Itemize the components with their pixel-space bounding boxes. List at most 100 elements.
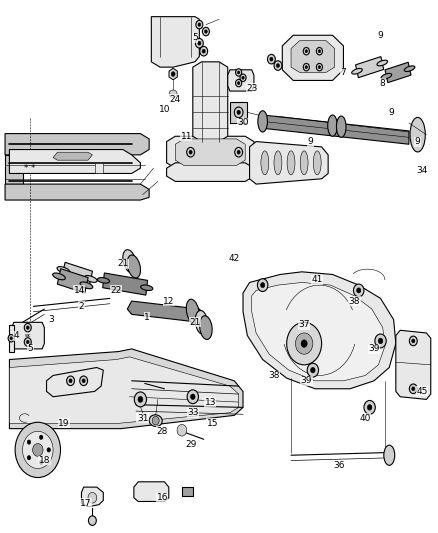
Ellipse shape: [141, 285, 153, 290]
Circle shape: [47, 448, 50, 452]
Circle shape: [353, 284, 364, 297]
Circle shape: [303, 63, 309, 71]
Ellipse shape: [352, 68, 362, 74]
Ellipse shape: [381, 74, 392, 79]
Ellipse shape: [80, 282, 93, 289]
Circle shape: [8, 335, 14, 342]
Circle shape: [15, 422, 60, 478]
Ellipse shape: [261, 151, 269, 175]
Circle shape: [258, 279, 268, 292]
Polygon shape: [53, 152, 92, 160]
Ellipse shape: [300, 151, 308, 175]
Circle shape: [202, 49, 205, 53]
Text: 5: 5: [192, 34, 198, 43]
Circle shape: [26, 340, 29, 344]
Ellipse shape: [384, 445, 395, 465]
Text: 38: 38: [349, 296, 360, 305]
Circle shape: [270, 57, 273, 61]
Text: 8: 8: [380, 78, 385, 87]
Text: 24: 24: [170, 94, 181, 103]
Polygon shape: [385, 62, 411, 83]
Circle shape: [316, 47, 322, 55]
Text: 18: 18: [39, 456, 50, 465]
Polygon shape: [250, 142, 328, 184]
Circle shape: [32, 443, 43, 456]
Ellipse shape: [186, 299, 199, 324]
Text: 37: 37: [298, 320, 310, 329]
Circle shape: [276, 63, 279, 68]
Text: 19: 19: [58, 419, 70, 428]
Circle shape: [410, 384, 417, 393]
Polygon shape: [356, 56, 384, 78]
Text: 14: 14: [74, 286, 85, 295]
Text: 16: 16: [156, 493, 168, 502]
Circle shape: [177, 424, 187, 436]
Polygon shape: [102, 273, 148, 295]
Circle shape: [198, 23, 201, 26]
Circle shape: [237, 150, 240, 154]
Circle shape: [39, 435, 43, 439]
Circle shape: [268, 54, 276, 64]
Polygon shape: [166, 136, 254, 168]
Text: 22: 22: [111, 286, 122, 295]
Circle shape: [237, 110, 240, 115]
Circle shape: [138, 397, 143, 402]
Circle shape: [307, 364, 318, 377]
Text: 28: 28: [156, 427, 168, 436]
Polygon shape: [81, 487, 103, 507]
Polygon shape: [166, 163, 254, 181]
Polygon shape: [228, 70, 254, 91]
Ellipse shape: [149, 415, 162, 426]
Text: 9: 9: [389, 108, 394, 117]
Ellipse shape: [97, 278, 110, 283]
Ellipse shape: [274, 151, 282, 175]
Text: 3: 3: [48, 315, 54, 324]
Circle shape: [236, 79, 242, 87]
Polygon shape: [5, 184, 149, 200]
Polygon shape: [291, 41, 335, 72]
Circle shape: [22, 431, 53, 469]
Ellipse shape: [57, 266, 70, 273]
Text: 9: 9: [378, 31, 383, 40]
Polygon shape: [57, 269, 88, 293]
Circle shape: [236, 69, 242, 76]
Circle shape: [357, 288, 361, 293]
Polygon shape: [46, 368, 103, 397]
Polygon shape: [252, 282, 385, 381]
Text: 30: 30: [237, 118, 249, 127]
Ellipse shape: [195, 310, 208, 334]
Text: 34: 34: [417, 166, 428, 175]
Circle shape: [364, 400, 375, 414]
Text: 21: 21: [117, 260, 129, 268]
Ellipse shape: [169, 90, 177, 98]
Text: 13: 13: [205, 398, 216, 407]
Text: 23: 23: [246, 84, 258, 93]
Circle shape: [205, 30, 207, 33]
Text: 39: 39: [368, 344, 380, 353]
Text: 10: 10: [159, 105, 170, 114]
Circle shape: [134, 392, 147, 407]
Circle shape: [237, 82, 240, 85]
Ellipse shape: [85, 276, 97, 282]
Circle shape: [69, 379, 72, 383]
Circle shape: [367, 405, 372, 410]
Text: 11: 11: [180, 132, 192, 141]
Polygon shape: [182, 487, 193, 496]
Polygon shape: [263, 115, 409, 144]
Circle shape: [235, 148, 243, 157]
Polygon shape: [193, 62, 228, 142]
Ellipse shape: [53, 273, 65, 280]
Circle shape: [318, 50, 321, 53]
Ellipse shape: [336, 116, 346, 138]
Circle shape: [171, 72, 175, 76]
Circle shape: [305, 66, 307, 69]
Circle shape: [412, 387, 415, 391]
Circle shape: [410, 336, 417, 346]
Text: 2: 2: [79, 302, 84, 311]
Text: 42: 42: [229, 254, 240, 263]
Polygon shape: [10, 150, 141, 173]
Polygon shape: [95, 163, 103, 173]
Polygon shape: [5, 134, 149, 155]
Polygon shape: [169, 68, 177, 80]
Circle shape: [318, 66, 321, 69]
